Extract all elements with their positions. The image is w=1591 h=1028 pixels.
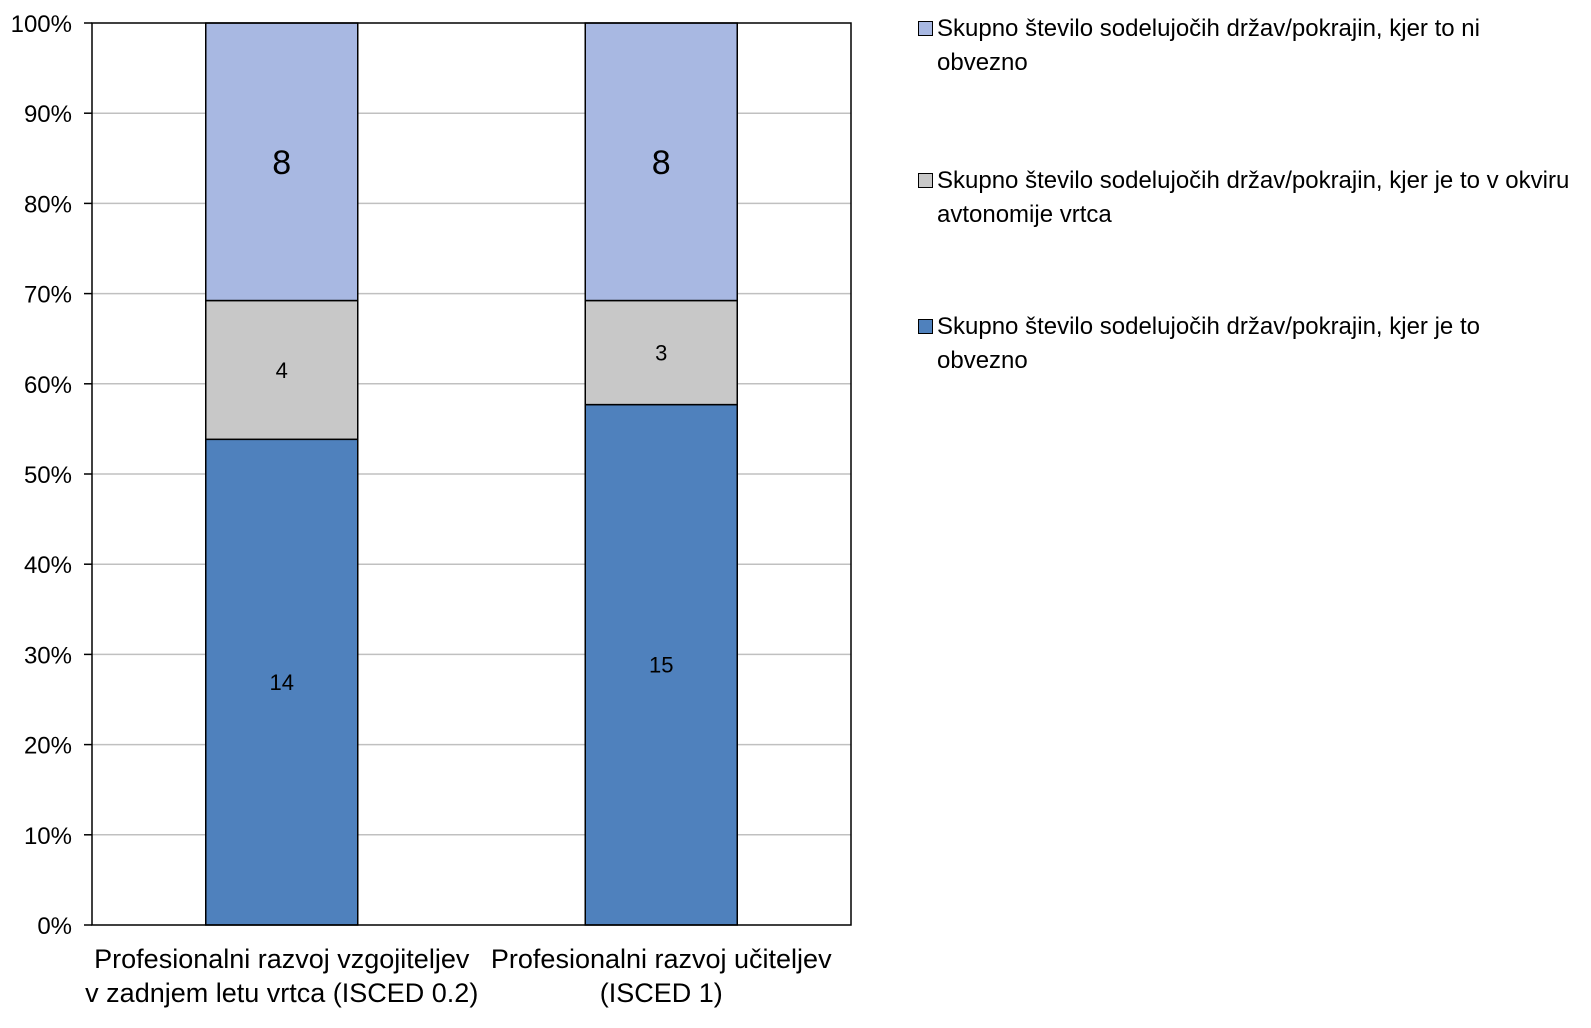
legend-swatch — [918, 319, 933, 334]
legend-label: Skupno število sodelujočih držav/pokraji… — [937, 15, 1480, 76]
bar-segment-1-2 — [584, 22, 738, 302]
legend-item: Skupno število sodelujočih držav/pokraji… — [918, 310, 1577, 378]
data-label-1-0: 15 — [649, 653, 673, 678]
data-label-0-2: 8 — [272, 144, 291, 182]
y-tick-label: 90% — [24, 101, 72, 128]
y-tick-label: 70% — [24, 282, 72, 309]
data-label-0-1: 4 — [276, 358, 288, 383]
y-tick-label: 100% — [11, 11, 72, 38]
y-tick-label: 20% — [24, 733, 72, 760]
x-category-label: Profesionalni razvoj vzgojiteljev — [94, 944, 470, 974]
y-axis: 0% 10% 20% 30% 40% 50% 60% 70% 80% 90% 100% — [11, 11, 92, 940]
y-tick-label: 60% — [24, 372, 72, 399]
x-axis: Profesionalni razvoj vzgojiteljev v zadnj… — [85, 944, 832, 1008]
y-tick-label: 50% — [24, 462, 72, 489]
bar-segment-0-1 — [205, 299, 359, 441]
x-category-label: Profesionalni razvoj učiteljev — [491, 944, 832, 974]
legend-label: Skupno število sodelujočih držav/pokraji… — [937, 313, 1480, 374]
legend-item: Skupno število sodelujočih držav/pokraji… — [918, 12, 1577, 80]
bars — [205, 22, 738, 926]
legend-label: Skupno število sodelujočih držav/pokraji… — [937, 167, 1570, 228]
data-label-0-0: 14 — [270, 670, 294, 695]
data-label-1-2: 8 — [652, 144, 671, 182]
y-tick-label: 40% — [24, 552, 72, 579]
bar-segment-0-0 — [205, 438, 359, 926]
bar-segment-1-1 — [584, 299, 738, 406]
legend-item: Skupno število sodelujočih držav/pokraji… — [918, 164, 1577, 232]
plot-area-frame — [91, 22, 852, 926]
x-category-label: (ISCED 1) — [600, 978, 723, 1008]
data-labels: 14 4 8 15 3 8 — [270, 144, 674, 695]
y-tick-label: 80% — [24, 191, 72, 218]
y-tick-label: 0% — [37, 913, 72, 940]
y-tick-label: 30% — [24, 642, 72, 669]
x-category-label: v zadnjem letu vrtca (ISCED 0.2) — [85, 978, 478, 1008]
data-label-1-1: 3 — [655, 340, 667, 365]
legend-swatch — [918, 173, 933, 188]
bar-segment-0-2 — [205, 22, 359, 302]
legend-swatch — [918, 21, 933, 36]
y-tick-label: 10% — [24, 823, 72, 850]
